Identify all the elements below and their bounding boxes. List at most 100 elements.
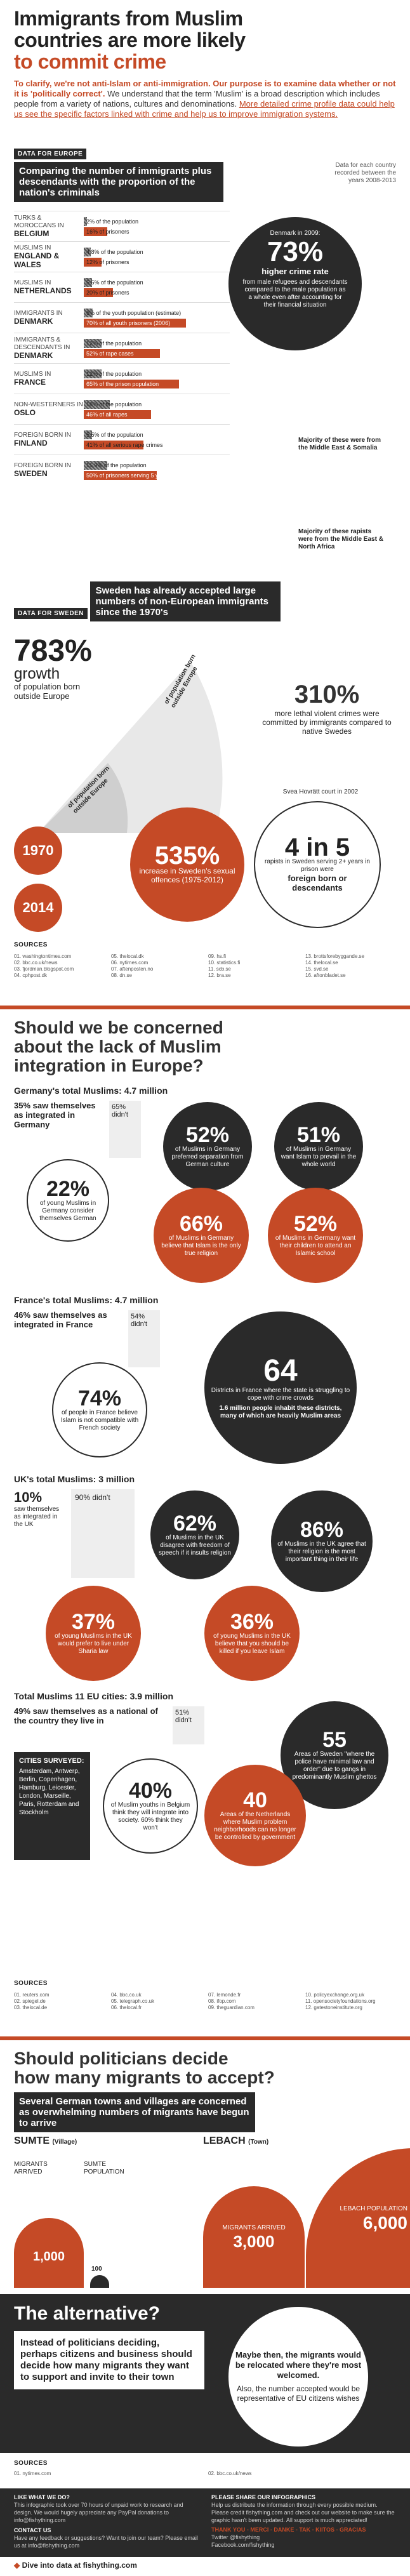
country-name: BELGIUM <box>14 229 50 238</box>
sources-title: SOURCES <box>14 2460 48 2467</box>
country-bars: 5.5% of the population 20% of prisoners <box>84 277 230 298</box>
sources-title: SOURCES <box>14 941 48 948</box>
crime-bar: 50% of prisoners serving 5 years <box>84 470 230 480</box>
source-item[interactable]: 10. policyexchange.org.uk <box>305 1992 364 1998</box>
france-bubble-2: 64 Districts in France where the state i… <box>204 1311 357 1464</box>
intro-bold: To clarify, we're not anti-Islam or anti… <box>14 79 396 98</box>
country-name: SWEDEN <box>14 468 48 478</box>
source-item[interactable]: 09. theguardian.com <box>208 2005 255 2010</box>
source-item[interactable]: 04. bbc.co.uk <box>111 1992 142 1998</box>
sources-title: SOURCES <box>14 1980 48 1987</box>
stat-text: of Muslim youths in Belgium think they w… <box>110 1802 190 1831</box>
stat-text: of Muslims in Germany believe that Islam… <box>161 1235 241 1257</box>
integration-section: Should we be concerned about the lack of… <box>0 1009 410 1973</box>
source-item[interactable]: 06. thelocal.fr <box>111 2005 142 2010</box>
source-item[interactable]: 05. thelocal.dk <box>111 953 144 959</box>
source-item[interactable]: 08. ifop.com <box>208 1998 236 2004</box>
country-name: FINLAND <box>14 438 48 448</box>
crime-label: 50% of prisoners serving 5 years <box>86 472 170 479</box>
sources-1: SOURCES 01. washingtontimes.com 02. bbc.c… <box>0 934 410 1006</box>
source-item[interactable]: 05. telegraph.co.uk <box>111 1998 155 2004</box>
eu-integrated: 49% saw themselves as a national of the … <box>14 1706 158 1725</box>
country-label: MUSLIMS IN FRANCE <box>14 371 84 387</box>
divider <box>0 1006 410 1009</box>
source-item[interactable]: 12. gatestoneinstitute.org <box>305 2005 362 2010</box>
country-row: MUSLIMS IN NETHERLANDS 5.5% of the populat… <box>14 272 230 302</box>
stat-text: of Muslims in Germany want Islam to prev… <box>281 1146 357 1168</box>
four-value: 4 in 5 <box>284 833 350 861</box>
stat-text: of Muslims in Germany want their childre… <box>275 1235 356 1257</box>
crime-bar: 46% of all rapes <box>84 409 230 419</box>
stat-value: 74% <box>77 1386 122 1411</box>
source-item[interactable]: 01. washingtontimes.com <box>14 953 72 959</box>
population-label: 5.5% of the population <box>86 431 143 438</box>
crime-label: 52% of rape cases <box>86 350 134 357</box>
source-item[interactable]: 06. nytimes.com <box>111 960 149 966</box>
source-item[interactable]: 07. lemonde.fr <box>208 1992 241 1998</box>
source-item[interactable]: 13. brottsforebyggande.se <box>305 953 364 959</box>
source-item[interactable]: 08. dn.se <box>111 973 132 978</box>
stat-value: 40% <box>128 1779 173 1803</box>
source-item[interactable]: 01. reuters.com <box>14 1992 50 1998</box>
stat-value: 37% <box>71 1610 116 1634</box>
stat-text: of people in France believe Islam is not… <box>60 1409 139 1431</box>
source-item[interactable]: 14. thelocal.se <box>305 960 338 966</box>
source-item[interactable]: 15. svd.se <box>305 966 329 972</box>
stat-value: 10% <box>14 1489 43 1505</box>
source-item[interactable]: 02. bbc.co.uk/news <box>14 960 58 966</box>
country-row: FOREIGN BORN IN FINLAND 5.5% of the popula… <box>14 424 230 455</box>
source-item[interactable]: 11. opensocietyfoundations.org <box>305 1998 376 2004</box>
country-bars: 4.8% of the population 12% of prisoners <box>84 246 230 268</box>
intro-link[interactable]: More detailed crime profile data could h… <box>14 99 395 119</box>
sweden-title: Sweden has already accepted large number… <box>90 581 281 621</box>
population-bar: 6% of the youth population (estimate) <box>84 308 230 317</box>
population-label: 12% of the population <box>86 370 142 377</box>
population-bar: 4.8% of the population <box>84 247 230 256</box>
title-line: countries are more likely <box>14 29 246 51</box>
year-2014: 2014 <box>14 884 62 932</box>
sources-list: 01. washingtontimes.com 02. bbc.co.uk/new… <box>14 953 396 979</box>
europe-rows: TURKS & MOROCCANS IN BELGIUM 2% of the pop… <box>14 211 230 485</box>
france-bubble-1: 74% of people in France believe Islam is … <box>52 1362 147 1457</box>
country-row: FOREIGN BORN IN SWEDEN 15.9% of the popula… <box>14 455 230 485</box>
source-item[interactable]: 03. thelocal.de <box>14 2005 48 2010</box>
crime-label: 16% of prisoners <box>86 228 129 235</box>
crime-label: 65% of the prison population <box>86 380 159 387</box>
source-item[interactable]: 04. cphpost.dk <box>14 973 48 978</box>
source-item[interactable]: 03. fjordman.blogspot.com <box>14 966 74 972</box>
population-bar: 12% of the population <box>84 369 230 378</box>
crime-bar: 52% of rape cases <box>84 349 230 358</box>
source-item[interactable]: 11. scb.se <box>208 966 231 972</box>
source-item[interactable]: 02. bbc.co.uk/news <box>208 2471 252 2476</box>
lebach-migrants-circle: MIGRANTS ARRIVED 3,000 <box>203 2186 305 2288</box>
population-bar: 12% of the population <box>84 338 230 348</box>
uk-bubble-4: 36% of young Muslims in the UK believe th… <box>204 1586 300 1681</box>
rape-increase: 535% increase in Sweden's sexual offence… <box>130 807 244 922</box>
source-item[interactable]: 09. hs.fi <box>208 953 227 959</box>
source-item[interactable]: 01. nytimes.com <box>14 2471 51 2476</box>
uk-title: UK's total Muslims: 3 million <box>14 1474 135 1484</box>
wedge-1970 <box>38 763 128 833</box>
stat-text: of young Muslims in the UK believe that … <box>213 1633 291 1655</box>
country-prefix: MUSLIMS IN <box>14 279 51 286</box>
contact-text: Have any feedback or suggestions? Want t… <box>14 2535 198 2549</box>
title-line: Immigrants from Muslim <box>14 7 243 30</box>
source-item[interactable]: 12. bra.se <box>208 973 231 978</box>
source-item[interactable]: 02. spiegel.de <box>14 1998 46 2004</box>
four-bold: foreign born or descendants <box>288 873 347 893</box>
source-item[interactable]: 07. aftenposten.no <box>111 966 154 972</box>
stat-text: of Muslims in Germany preferred separati… <box>171 1146 244 1168</box>
stat-text: of Muslims in the UK agree that their re… <box>277 1541 366 1563</box>
four-text: rapists in Sweden serving 2+ years in pr… <box>265 858 370 873</box>
population-label: 2% of the population <box>86 218 139 225</box>
country-prefix: IMMIGRANTS IN <box>14 309 63 317</box>
country-bars: 6% of the youth population (estimate) 70%… <box>84 307 230 329</box>
germany-bubble-4: 66% of Muslims in Germany believe that Is… <box>154 1188 249 1283</box>
facebook-link[interactable]: Facebook.com/fishything <box>211 2542 275 2548</box>
source-item[interactable]: 16. aftonbladet.se <box>305 973 346 978</box>
source-item[interactable]: 10. statistics.fi <box>208 960 241 966</box>
twitter-link[interactable]: Twitter @fishything <box>211 2534 260 2540</box>
sources-2: SOURCES 01. reuters.com 02. spiegel.de 03.… <box>0 1973 410 2036</box>
politicians-subtitle: Several German towns and villages are co… <box>14 2092 255 2132</box>
brand-link[interactable]: Dive into data at fishything.com <box>22 2561 137 2570</box>
